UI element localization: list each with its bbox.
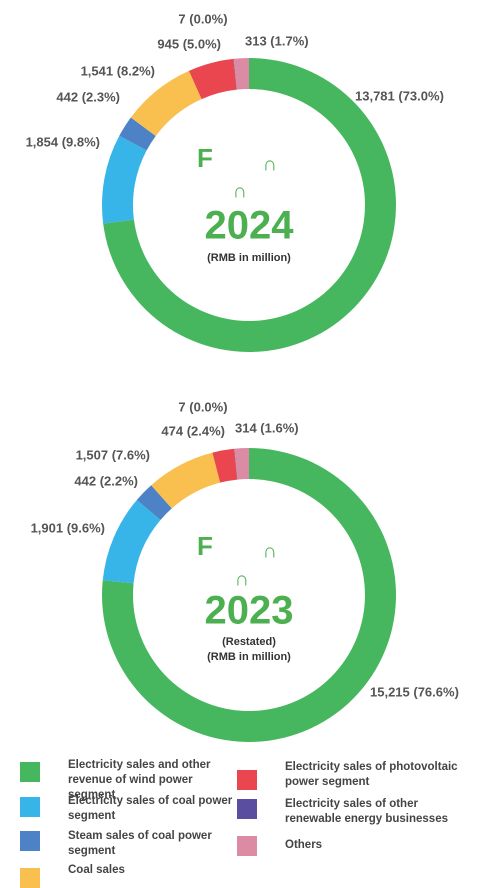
chart-subtitle: (RMB in million) <box>207 651 291 663</box>
chart-subtitle: (RMB in million) <box>207 252 291 264</box>
legend-swatch <box>20 831 40 851</box>
legend-swatch <box>20 762 40 782</box>
donut-segment <box>119 117 156 151</box>
donut-segment <box>130 70 202 136</box>
donut-segment <box>151 452 221 509</box>
chart-title: 2023 <box>205 589 294 633</box>
center-glyph: F <box>197 531 213 561</box>
donut-segment <box>234 448 238 480</box>
data-label: 15,215 (76.6%) <box>370 684 459 699</box>
center-glyph: ∩ <box>263 153 277 175</box>
center-glyph: ∩ <box>235 568 249 590</box>
legend-label: Electricity sales of photovoltaic power … <box>285 761 458 788</box>
legend-swatch <box>20 797 40 817</box>
donut-segment <box>233 58 237 90</box>
legend-label: Electricity sales and other revenue of w… <box>68 759 211 801</box>
donut-segment <box>233 58 249 90</box>
data-label: 1,541 (8.2%) <box>81 63 155 78</box>
donut-segment <box>101 135 147 224</box>
legend-label: Coal sales <box>68 864 125 876</box>
legend-label: Electricity sales of coal power segment <box>68 795 233 822</box>
data-label: 1,507 (7.6%) <box>76 447 150 462</box>
donut-segment <box>188 58 237 100</box>
legend-label: Others <box>285 839 323 851</box>
data-label: 13,781 (73.0%) <box>355 88 444 103</box>
data-label: 1,854 (9.8%) <box>26 134 100 149</box>
data-label: 313 (1.7%) <box>245 33 309 48</box>
chart-title: 2024 <box>205 204 295 248</box>
donut-segment <box>136 485 172 521</box>
donut-segment <box>234 448 249 480</box>
donut-segment <box>102 500 161 584</box>
legend-swatch <box>237 836 257 856</box>
data-label: 945 (5.0%) <box>157 36 221 51</box>
chart-subtitle: (Restated) <box>222 636 276 648</box>
data-label: 314 (1.6%) <box>235 420 299 435</box>
center-glyph: ∩ <box>233 180 247 202</box>
data-label: 442 (2.2%) <box>74 473 138 488</box>
legend-swatch <box>20 868 40 888</box>
data-label: 474 (2.4%) <box>161 423 225 438</box>
center-glyph: F <box>197 143 213 173</box>
donut-segment <box>212 448 238 483</box>
data-label: 7 (0.0%) <box>178 11 227 26</box>
legend-label: Electricity sales of other renewable ene… <box>285 798 448 825</box>
data-label: 7 (0.0%) <box>178 399 227 414</box>
legend-label: Steam sales of coal power segment <box>68 830 212 857</box>
legend-swatch <box>237 799 257 819</box>
data-label: 1,901 (9.6%) <box>31 520 105 535</box>
data-label: 442 (2.3%) <box>56 89 120 104</box>
legend-swatch <box>237 770 257 790</box>
center-glyph: ∩ <box>263 540 277 562</box>
